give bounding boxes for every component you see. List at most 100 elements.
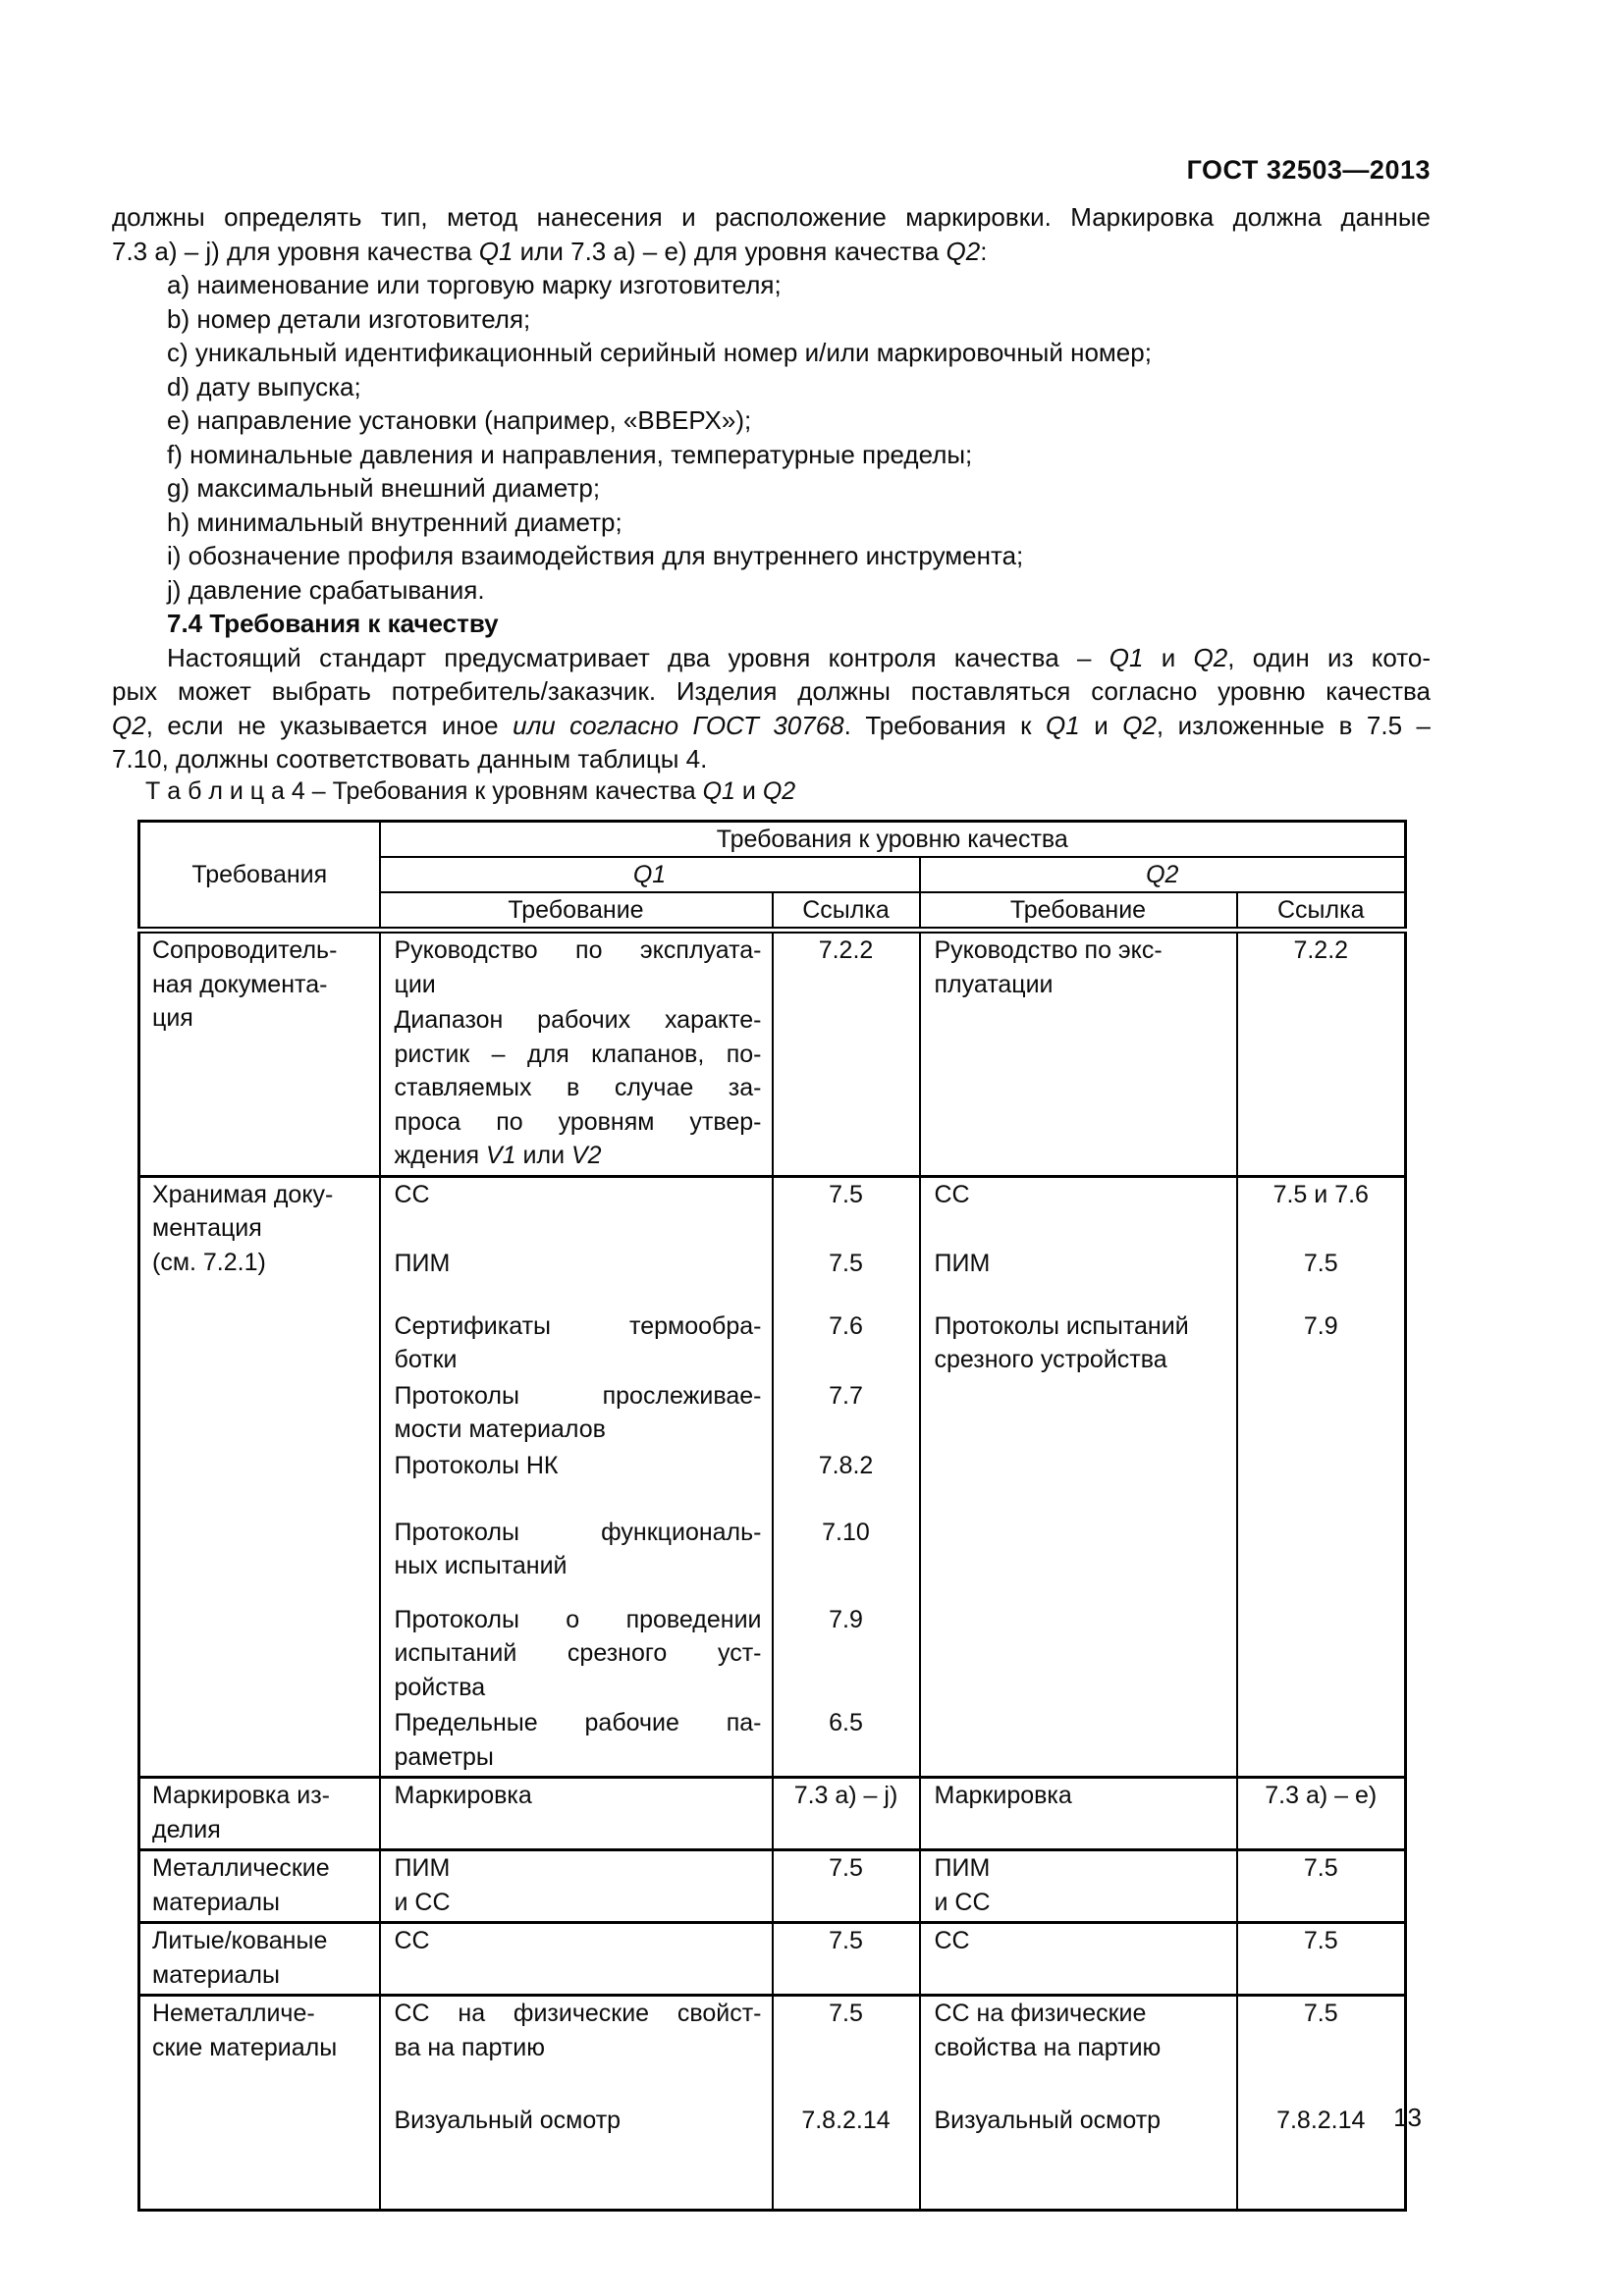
text-line: проса по уровням утвер-	[394, 1107, 762, 1136]
text-line: свойства на партию	[934, 2033, 1162, 2061]
table-header-row: Требование Ссылка Требование Ссылка	[139, 891, 1407, 934]
list-item: f) номинальные давления и направления, т…	[167, 439, 973, 469]
table-subrow: Протоколы функциональ- ных испытаний 7.1…	[139, 1515, 1407, 1585]
caption-text: Требования к уровням качества	[332, 777, 703, 805]
list-item: g) максимальный внешний диаметр;	[167, 473, 601, 503]
cell-q1-requirement: Руководство по эксплуата- ции	[378, 929, 774, 1003]
italic-segment: Q2	[112, 710, 146, 740]
header-requirements: Требования	[137, 820, 381, 934]
italic-segment: или согласно ГОСТ 30768	[513, 710, 844, 740]
text-line: Сертификаты термообра-	[394, 1311, 762, 1340]
text-line: Руководство по эксплуата-	[394, 936, 762, 964]
cell-q1-requirement: СС	[378, 1921, 774, 1996]
header-q1-reference: Ссылка	[771, 891, 921, 934]
text-line: Протоколы о проведении	[394, 1605, 762, 1633]
table-row: Металлические материалы ПИМ и СС 7.5 ПИМ…	[137, 1848, 1407, 1923]
text-line: Литые/кованые	[152, 1927, 328, 1954]
cell-q1-requirement: Сертификаты термообра- ботки	[378, 1308, 774, 1379]
italic-segment: Q1	[1109, 642, 1144, 672]
table-subrow: Протоколы НК 7.8.2	[139, 1448, 1407, 1480]
table-spacer-row	[139, 1277, 1407, 1309]
spacer-cell	[771, 1479, 921, 1516]
spacer-cell	[918, 1479, 1238, 1516]
spacer-cell	[1235, 2066, 1407, 2104]
cell-q1-reference: 7.5	[771, 1848, 921, 1923]
text-line: ва на партию	[394, 2033, 545, 2061]
paragraph-line: Настоящий стандарт предусматривает два у…	[112, 641, 1431, 675]
text-line: ных испытаний	[394, 1552, 568, 1579]
cell-q1-reference: 7.5	[771, 1246, 921, 1278]
spacer-cell	[918, 1584, 1238, 1603]
cell-q1-requirement: ПИМ и СС	[378, 1848, 774, 1923]
cell-q1-reference: 6.5	[771, 1706, 921, 1778]
cell-requirement-name: Хранимая доку- ментация (см. 7.2.1)	[137, 1174, 381, 1778]
cell-q1-reference: 7.10	[771, 1515, 921, 1585]
italic-segment: V1	[485, 1142, 516, 1169]
cell-q2-reference: 7.3 a) – e)	[1235, 1776, 1407, 1850]
cell-q1-reference: 7.5	[771, 1174, 921, 1209]
text-line: мости материалов	[394, 1415, 606, 1443]
text-line: Руководство по экс-	[934, 936, 1163, 964]
body-text: должны определять тип, метод нанесения и…	[112, 200, 1431, 776]
text-line: ждения V1 или V2	[395, 1141, 762, 1175]
header-q2-reference: Ссылка	[1235, 891, 1407, 934]
list-item: a) наименование или торговую марку изгот…	[167, 270, 782, 299]
text-line: испытаний срезного уст-	[394, 1639, 762, 1667]
cell-q2-requirement	[918, 1448, 1238, 1480]
cell-q1-requirement: Протоколы НК	[378, 1448, 774, 1480]
italic-segment: Q2	[762, 777, 796, 805]
text-segment: или 7.3 a) – e) для уровня качества	[513, 236, 947, 266]
text-line: ная документа-	[152, 970, 328, 998]
cell-q1-requirement: ПИМ	[378, 1246, 774, 1278]
cell-q2-reference	[1235, 1602, 1407, 1706]
header-q1: Q1	[378, 856, 921, 893]
header-quality-group: Требования к уровню качества	[378, 820, 1407, 858]
paragraph-line: рых может выбрать потребитель/заказчик. …	[112, 676, 1431, 706]
cell-q2-requirement: ПИМ и СС	[918, 1848, 1238, 1923]
text-line: Маркировка из-	[152, 1782, 330, 1809]
table-header-row: Q1 Q2	[139, 856, 1407, 893]
text-line: Сопроводитель-	[152, 936, 338, 964]
cell-q2-requirement	[918, 1378, 1238, 1449]
caption-dash: –	[304, 777, 333, 805]
text-line: ботки	[394, 1346, 458, 1373]
cell-requirement-name: Маркировка из- делия	[137, 1776, 381, 1850]
table-caption: Т а б л и ц а 4 – Требования к уровням к…	[145, 777, 795, 806]
text-line: и СС	[934, 1888, 991, 1916]
text-line: Протоколы испытаний	[934, 1311, 1189, 1340]
italic-segment: Q2	[946, 236, 981, 266]
text-segment: 7.3 a) – j) для уровня качества	[112, 236, 479, 266]
cell-q1-requirement: СС	[378, 1174, 774, 1209]
cell-q1-reference	[771, 1003, 921, 1176]
text-line: Диапазон рабочих характе-	[394, 1006, 762, 1034]
cell-q1-reference: 7.7	[771, 1378, 921, 1449]
header-q2-requirement: Требование	[918, 891, 1238, 934]
cell-q1-requirement: Предельные рабочие па- раметры	[378, 1706, 774, 1778]
text-line: ские материалы	[152, 2033, 338, 2061]
text-segment: или	[515, 1142, 571, 1169]
cell-q2-requirement: Визуальный осмотр	[918, 2104, 1238, 2211]
text-line: ПИМ	[394, 1854, 451, 1882]
text-segment: Настоящий стандарт предусматривает два у…	[167, 642, 1109, 672]
header-q1-requirement: Требование	[378, 891, 774, 934]
spacer-cell	[918, 2066, 1238, 2104]
cell-q2-requirement	[918, 1706, 1238, 1778]
list-item: e) направление установки (например, «ВВЕ…	[167, 405, 752, 435]
spacer-cell	[771, 1277, 921, 1309]
spacer-cell	[771, 1584, 921, 1603]
cell-q2-reference	[1235, 1378, 1407, 1449]
list-item: j) давление срабатывания.	[167, 574, 485, 605]
text-line: плуатации	[934, 970, 1054, 998]
cell-requirement-name: Сопроводитель- ная документа- ция	[137, 929, 381, 1176]
cell-q1-requirement: Маркировка	[378, 1776, 774, 1850]
table-header-row: Требования Требования к уровню качества	[137, 820, 1407, 934]
spacer-cell	[378, 1277, 774, 1309]
cell-q2-reference: 7.5	[1235, 1246, 1407, 1278]
cell-q2-requirement: Руководство по экс- плуатации	[918, 929, 1238, 1003]
cell-q1-requirement: Протоколы прослеживае- мости материалов	[378, 1378, 774, 1449]
text-line: Неметалличе-	[152, 2000, 315, 2027]
cell-q2-reference: 7.5	[1235, 1921, 1407, 1996]
italic-segment: Q2	[1193, 642, 1228, 672]
italic-segment: Q1	[1046, 710, 1080, 740]
